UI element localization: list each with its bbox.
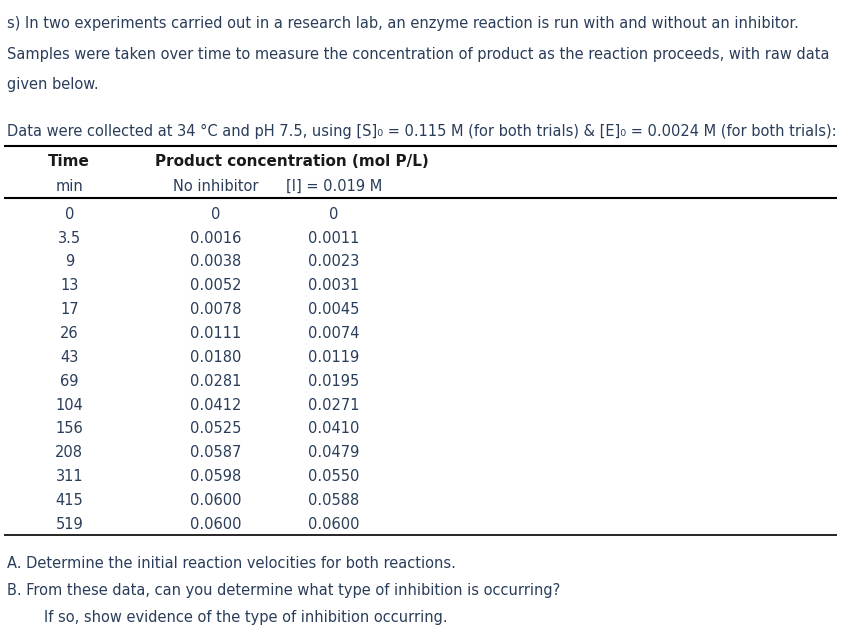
Text: 0: 0 xyxy=(64,207,74,222)
Text: 0.0281: 0.0281 xyxy=(190,374,241,389)
Text: 0.0410: 0.0410 xyxy=(308,421,359,436)
Text: If so, show evidence of the type of inhibition occurring.: If so, show evidence of the type of inhi… xyxy=(7,610,446,625)
Text: 519: 519 xyxy=(56,517,83,532)
Text: 0.0052: 0.0052 xyxy=(190,278,241,293)
Text: 0.0023: 0.0023 xyxy=(308,254,359,269)
Text: 9: 9 xyxy=(65,254,73,269)
Text: given below.: given below. xyxy=(7,77,98,92)
Text: 69: 69 xyxy=(60,374,78,389)
Text: 208: 208 xyxy=(55,445,84,460)
Text: 311: 311 xyxy=(56,469,83,484)
Text: 0.0031: 0.0031 xyxy=(308,278,359,293)
Text: Data were collected at 34 °C and pH 7.5, using [S]₀ = 0.115 M (for both trials) : Data were collected at 34 °C and pH 7.5,… xyxy=(7,124,836,140)
Text: 0.0119: 0.0119 xyxy=(308,350,359,365)
Text: 415: 415 xyxy=(56,493,83,508)
Text: 0.0016: 0.0016 xyxy=(190,231,241,246)
Text: 0.0479: 0.0479 xyxy=(308,445,359,460)
Text: 0.0588: 0.0588 xyxy=(308,493,359,508)
Text: min: min xyxy=(56,178,83,194)
Text: 0.0550: 0.0550 xyxy=(308,469,359,484)
Text: 0.0045: 0.0045 xyxy=(308,302,359,317)
Text: 17: 17 xyxy=(60,302,78,317)
Text: B. From these data, can you determine what type of inhibition is occurring?: B. From these data, can you determine wh… xyxy=(7,583,560,598)
Text: 156: 156 xyxy=(56,421,83,436)
Text: 0.0111: 0.0111 xyxy=(190,326,241,341)
Text: 0.0600: 0.0600 xyxy=(190,517,241,532)
Text: 0.0011: 0.0011 xyxy=(308,231,359,246)
Text: [I] = 0.019 M: [I] = 0.019 M xyxy=(285,178,381,194)
Text: 0.0180: 0.0180 xyxy=(190,350,241,365)
Text: 0.0195: 0.0195 xyxy=(308,374,359,389)
Text: 0: 0 xyxy=(210,207,220,222)
Text: 0.0271: 0.0271 xyxy=(308,397,359,413)
Text: Product concentration (mol P/L): Product concentration (mol P/L) xyxy=(154,154,428,169)
Text: 13: 13 xyxy=(60,278,78,293)
Text: 0.0412: 0.0412 xyxy=(190,397,241,413)
Text: 0.0038: 0.0038 xyxy=(190,254,241,269)
Text: 0.0078: 0.0078 xyxy=(190,302,241,317)
Text: 0.0525: 0.0525 xyxy=(190,421,241,436)
Text: 43: 43 xyxy=(60,350,78,365)
Text: 0: 0 xyxy=(328,207,338,222)
Text: Time: Time xyxy=(48,154,90,169)
Text: 26: 26 xyxy=(60,326,78,341)
Text: s) In two experiments carried out in a research lab, an enzyme reaction is run w: s) In two experiments carried out in a r… xyxy=(7,16,798,31)
Text: 0.0600: 0.0600 xyxy=(190,493,241,508)
Text: 0.0074: 0.0074 xyxy=(308,326,359,341)
Text: 0.0600: 0.0600 xyxy=(308,517,359,532)
Text: A. Determine the initial reaction velocities for both reactions.: A. Determine the initial reaction veloci… xyxy=(7,556,455,571)
Text: 3.5: 3.5 xyxy=(57,231,81,246)
Text: 0.0587: 0.0587 xyxy=(190,445,241,460)
Text: 0.0598: 0.0598 xyxy=(190,469,241,484)
Text: Samples were taken over time to measure the concentration of product as the reac: Samples were taken over time to measure … xyxy=(7,47,828,62)
Text: 104: 104 xyxy=(56,397,83,413)
Text: No inhibitor: No inhibitor xyxy=(172,178,258,194)
